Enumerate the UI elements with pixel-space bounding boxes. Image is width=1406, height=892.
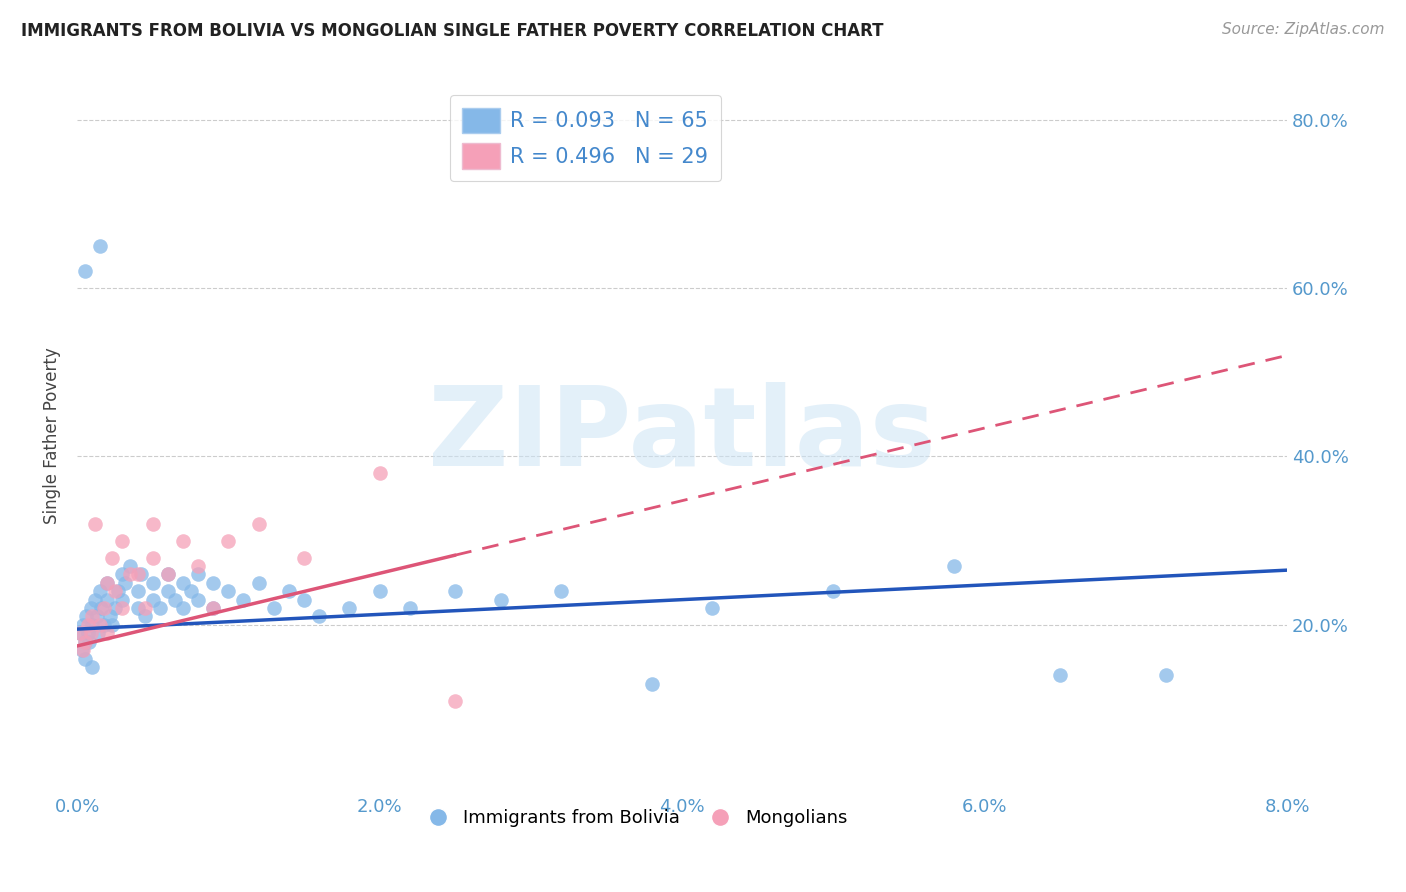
Point (263, 601, 285, 615)
Text: IMMIGRANTS FROM BOLIVIA VS MONGOLIAN SINGLE FATHER POVERTY CORRELATION CHART: IMMIGRANTS FROM BOLIVIA VS MONGOLIAN SIN… (21, 22, 883, 40)
Point (89, 618, 111, 632)
Point (118, 558, 141, 573)
Point (101, 618, 124, 632)
Point (134, 609, 156, 624)
Point (93, 601, 115, 615)
Point (82, 660, 104, 674)
Point (111, 567, 134, 582)
Point (101, 550, 124, 565)
Point (96, 626, 118, 640)
Legend: Immigrants from Bolivia, Mongolians: Immigrants from Bolivia, Mongolians (413, 802, 855, 834)
Point (80, 626, 103, 640)
Y-axis label: Single Father Poverty: Single Father Poverty (44, 347, 60, 524)
Point (277, 584, 299, 599)
Point (96, 575, 118, 590)
Point (156, 567, 179, 582)
Point (104, 584, 127, 599)
Point (86, 609, 108, 624)
Point (187, 592, 209, 607)
Point (202, 575, 225, 590)
Point (489, 592, 512, 607)
Text: ZIPatlas: ZIPatlas (429, 382, 936, 489)
Point (93, 618, 115, 632)
Point (142, 592, 165, 607)
Point (292, 550, 315, 565)
Text: Source: ZipAtlas.com: Source: ZipAtlas.com (1222, 22, 1385, 37)
Point (77, 634, 100, 648)
Point (398, 601, 420, 615)
Point (134, 601, 156, 615)
Point (84, 516, 107, 531)
Point (90, 601, 112, 615)
Point (180, 584, 202, 599)
Point (142, 516, 165, 531)
Point (127, 567, 149, 582)
Point (82, 609, 104, 624)
Point (76, 618, 98, 632)
Point (444, 694, 467, 708)
Point (129, 567, 152, 582)
Point (96, 592, 118, 607)
Point (127, 601, 149, 615)
Point (73, 264, 96, 278)
Point (247, 575, 270, 590)
Point (202, 601, 225, 615)
Point (118, 567, 141, 582)
Point (292, 592, 315, 607)
Point (187, 567, 209, 582)
Point (444, 584, 467, 599)
Point (1049, 668, 1071, 682)
Point (187, 558, 209, 573)
Point (75, 609, 97, 624)
Point (156, 584, 179, 599)
Point (84, 592, 107, 607)
Point (98, 609, 121, 624)
Point (82, 618, 104, 632)
Point (232, 592, 254, 607)
Point (823, 584, 845, 599)
Point (73, 634, 96, 648)
Point (202, 601, 225, 615)
Point (308, 609, 330, 624)
Point (172, 533, 194, 548)
Point (550, 584, 572, 599)
Point (217, 533, 239, 548)
Point (368, 584, 391, 599)
Point (337, 601, 360, 615)
Point (943, 558, 966, 573)
Point (72, 643, 94, 657)
Point (73, 651, 96, 665)
Point (104, 601, 127, 615)
Point (142, 550, 165, 565)
Point (69, 626, 91, 640)
Point (89, 584, 111, 599)
Point (96, 575, 118, 590)
Point (114, 575, 136, 590)
Point (72, 618, 94, 632)
Point (1154, 668, 1177, 682)
Point (172, 601, 194, 615)
Point (368, 467, 391, 481)
Point (70, 643, 93, 657)
Point (127, 584, 149, 599)
Point (87, 626, 110, 640)
Point (69, 626, 91, 640)
Point (165, 592, 187, 607)
Point (149, 601, 172, 615)
Point (73, 634, 96, 648)
Point (89, 239, 111, 253)
Point (641, 677, 664, 691)
Point (247, 516, 270, 531)
Point (111, 601, 134, 615)
Point (217, 584, 239, 599)
Point (76, 626, 98, 640)
Point (172, 575, 194, 590)
Point (107, 584, 129, 599)
Point (111, 533, 134, 548)
Point (80, 601, 103, 615)
Point (156, 567, 179, 582)
Point (142, 575, 165, 590)
Point (702, 601, 724, 615)
Point (111, 592, 134, 607)
